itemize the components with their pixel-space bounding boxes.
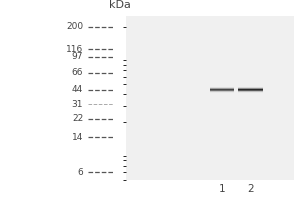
Text: 97: 97 [72, 52, 83, 61]
Text: 66: 66 [72, 68, 83, 77]
Text: 1: 1 [218, 184, 225, 194]
Text: 14: 14 [72, 133, 83, 142]
Text: 116: 116 [66, 45, 83, 54]
Text: 6: 6 [77, 168, 83, 177]
Text: 31: 31 [72, 100, 83, 109]
Text: 44: 44 [72, 85, 83, 94]
Text: kDa: kDa [109, 0, 130, 10]
Text: 2: 2 [247, 184, 253, 194]
Text: 200: 200 [66, 22, 83, 31]
Text: 22: 22 [72, 114, 83, 123]
